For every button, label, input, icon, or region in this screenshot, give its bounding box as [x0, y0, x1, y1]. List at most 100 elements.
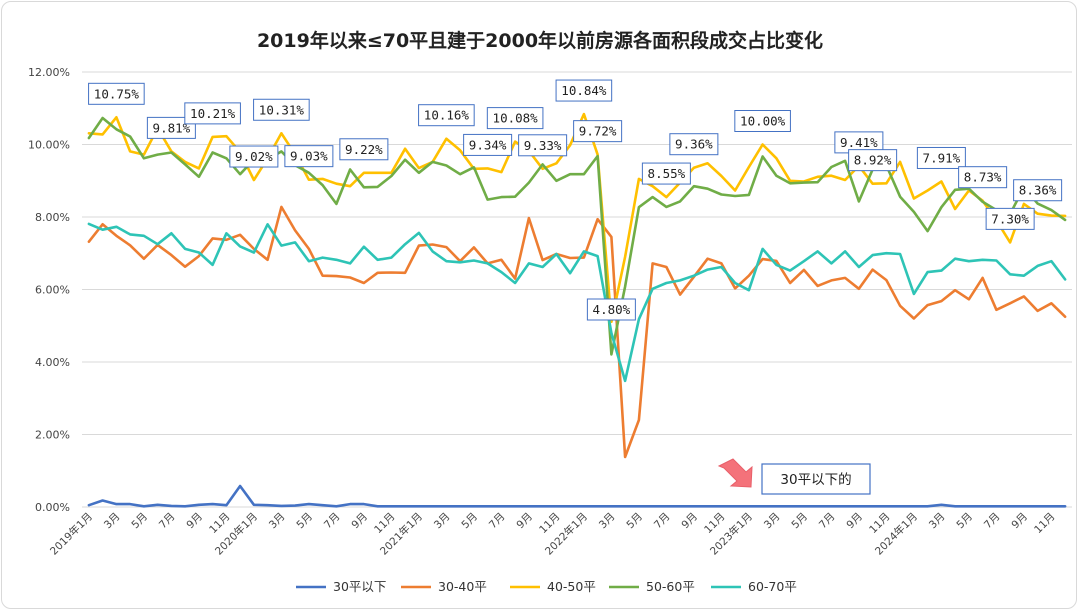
data-label: 10.21% [184, 102, 241, 125]
data-label: 8.92% [848, 149, 898, 172]
data-label-text: 9.02% [235, 149, 273, 164]
data-label-box [586, 298, 636, 321]
data-label-text: 8.36% [1019, 183, 1057, 198]
chart-legend: 30平以下 30-40平 40-50平 50-60平 60-70平 [296, 579, 797, 594]
y-tick-label: 4.00% [35, 356, 70, 369]
data-label-text: 8.92% [854, 153, 892, 168]
x-tick-label: 3月 [762, 511, 783, 532]
x-tick-label: 3月 [927, 511, 948, 532]
data-label: 8.55% [641, 162, 691, 185]
data-label: 10.31% [253, 98, 310, 121]
data-label-text: 10.21% [190, 106, 236, 121]
data-label-box [229, 145, 279, 168]
y-tick-label: 0.00% [35, 501, 70, 514]
data-label: 9.02% [229, 145, 279, 168]
data-label-text: 4.80% [593, 302, 631, 317]
data-label-box [284, 145, 334, 168]
legend-item: 60-70平 [711, 579, 797, 594]
legend-item: 50-60平 [609, 579, 695, 594]
data-label: 8.73% [958, 166, 1008, 189]
data-label: 10.16% [418, 104, 475, 127]
callout-text: 30平以下的 [780, 472, 851, 488]
x-tick-label: 3月 [102, 511, 123, 532]
callout-box [761, 463, 871, 495]
x-tick-label: 9月 [514, 511, 535, 532]
data-label-box [486, 107, 544, 130]
data-label: 9.36% [669, 133, 719, 156]
y-tick-label: 8.00% [35, 211, 70, 224]
data-label-box [184, 102, 241, 125]
data-label: 9.34% [463, 133, 513, 156]
series-line [87, 205, 1067, 459]
series-line [87, 484, 1067, 508]
data-label-box [1013, 179, 1063, 202]
data-label-text: 8.73% [964, 170, 1002, 185]
legend-item: 30-40平 [401, 579, 487, 594]
x-tick-label: 11月 [1032, 511, 1057, 536]
x-tick-label: 5月 [129, 511, 150, 532]
data-label-box [253, 98, 310, 121]
data-label-box [463, 133, 513, 156]
data-label: 10.08% [486, 107, 544, 130]
x-tick-label: 2019年1月 [47, 510, 95, 558]
data-label-text: 10.84% [561, 83, 607, 98]
x-tick-label: 5月 [624, 511, 645, 532]
data-label-text: 9.81% [153, 120, 191, 135]
x-tick-label: 5月 [789, 511, 810, 532]
data-label: 9.72% [573, 120, 623, 143]
y-axis-ticks: 0.00% 2.00% 4.00% 6.00% 8.00% 10.00% 12.00% [28, 66, 70, 514]
x-tick-label: 9月 [184, 511, 205, 532]
legend-label: 60-70平 [748, 579, 797, 594]
data-label-box [339, 138, 389, 161]
x-tick-label: 9月 [1009, 511, 1030, 532]
data-label: 9.22% [339, 138, 389, 161]
legend-label: 40-50平 [547, 579, 596, 594]
data-label-box [916, 146, 966, 169]
legend-item: 30平以下 [296, 579, 386, 594]
data-label-box [146, 116, 196, 139]
data-label-box [555, 79, 613, 102]
x-tick-label: 7月 [652, 511, 673, 532]
x-tick-label: 3月 [267, 511, 288, 532]
x-tick-label: 9月 [679, 511, 700, 532]
data-label: 9.33% [518, 134, 568, 157]
x-tick-label: 5月 [294, 511, 315, 532]
data-label: 10.75% [88, 82, 145, 105]
data-label: 9.81% [146, 116, 196, 139]
data-label-box [641, 162, 691, 185]
data-label-text: 9.41% [840, 135, 878, 150]
data-label-text: 10.31% [259, 102, 305, 117]
y-tick-label: 2.00% [35, 429, 70, 442]
data-label-box [848, 149, 898, 172]
x-tick-label: 7月 [157, 511, 178, 532]
data-label-text: 10.08% [493, 111, 539, 126]
data-label: 10.84% [555, 79, 613, 102]
gridlines [82, 71, 1072, 508]
y-tick-label: 12.00% [28, 66, 70, 79]
series-line [87, 222, 1067, 383]
x-tick-label: 7月 [487, 511, 508, 532]
data-label: 10.00% [734, 110, 791, 132]
legend-label: 30-40平 [438, 579, 487, 594]
data-label: 4.80% [586, 298, 636, 321]
data-label: 7.30% [985, 207, 1035, 230]
data-label-text: 10.75% [94, 86, 140, 101]
legend-item: 40-50平 [510, 579, 596, 594]
y-tick-label: 6.00% [35, 284, 70, 297]
data-label-box [573, 120, 623, 143]
x-tick-label: 9月 [349, 511, 370, 532]
legend-label: 30平以下 [333, 579, 386, 594]
x-tick-label: 9月 [844, 511, 865, 532]
data-label-text: 9.72% [579, 124, 617, 139]
x-tick-label: 7月 [817, 511, 838, 532]
data-label-box [518, 134, 568, 157]
x-tick-label: 7月 [982, 511, 1003, 532]
data-label: 7.91% [916, 146, 966, 169]
data-label-text: 9.36% [675, 137, 713, 152]
data-label: 8.36% [1013, 179, 1063, 202]
legend-label: 50-60平 [646, 579, 695, 594]
y-tick-label: 10.00% [28, 139, 70, 152]
x-tick-label: 3月 [597, 511, 618, 532]
